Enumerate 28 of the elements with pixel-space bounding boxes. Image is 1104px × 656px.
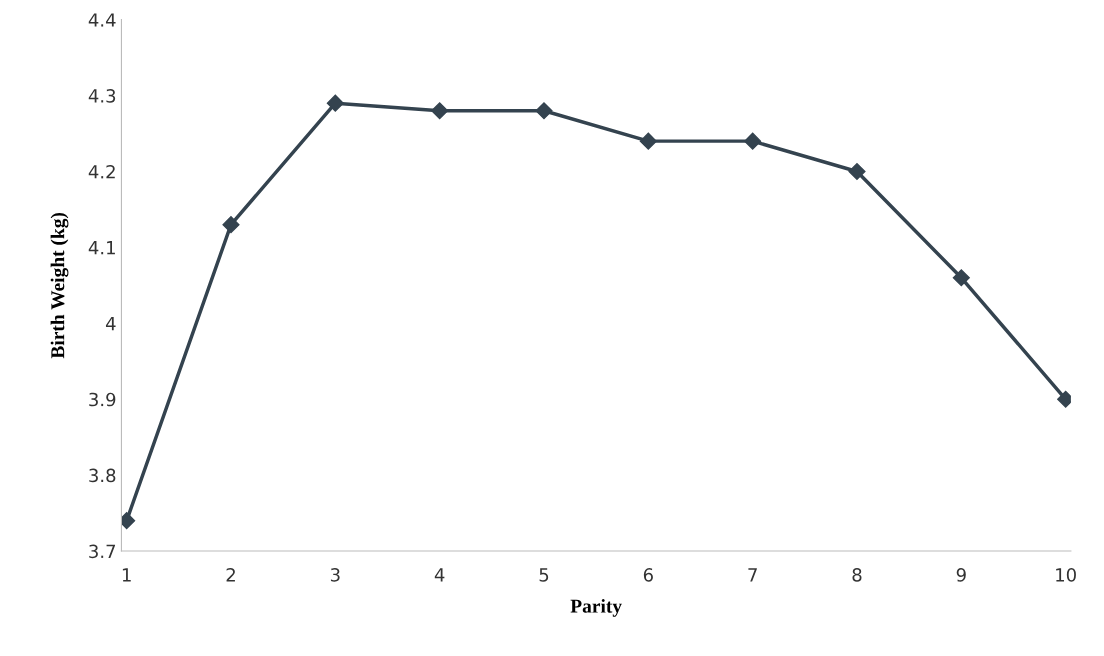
y-tick-label: 4.4: [88, 13, 116, 27]
point: [639, 132, 657, 150]
point: [848, 162, 866, 181]
point: [952, 269, 970, 287]
point: [222, 216, 240, 234]
x-tick-label: 7: [748, 568, 757, 582]
y-tick-label: 3.7: [89, 544, 116, 559]
y-tick-label: 4.1: [88, 241, 115, 255]
x-tick-label: 4: [434, 568, 445, 582]
x-tick-label: 1: [122, 568, 131, 582]
x-tick-label: 2: [226, 568, 235, 582]
y-tick-label: 3.8: [89, 468, 116, 483]
x-tick-label: 9: [956, 568, 966, 582]
y-axis-title: Birth Weight (kg): [50, 212, 69, 359]
point: [326, 94, 344, 112]
point: [431, 102, 449, 120]
point: [535, 102, 553, 120]
y-tick-label: 3.9: [89, 392, 116, 407]
y-tick-label: 4.2: [88, 164, 115, 179]
point: [744, 132, 762, 150]
x-tick-label: 3: [330, 568, 340, 582]
x-tick-label: 10: [1056, 568, 1076, 582]
y-tick-label: 4: [105, 317, 116, 331]
x-axis-title: Parity: [570, 599, 622, 617]
x-tick-label: 6: [643, 568, 653, 582]
y-tick-label: 4.3: [88, 89, 116, 103]
x-tick-label: 8: [852, 568, 862, 582]
x-tick-label: 5: [539, 568, 549, 582]
